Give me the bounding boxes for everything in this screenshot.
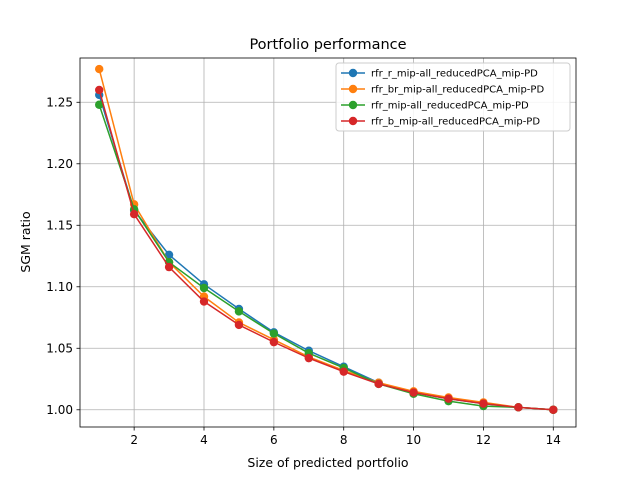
- data-point: [409, 388, 418, 397]
- y-tick-label: 1.15: [46, 219, 73, 233]
- data-point: [199, 283, 209, 293]
- legend-item: rfr_br_mip-all_reducedPCA_mip-PD: [341, 85, 544, 96]
- data-point: [95, 85, 104, 95]
- data-point: [269, 337, 279, 347]
- legend-item: rfr_mip-all_reducedPCA_mip-PD: [341, 101, 529, 112]
- series-layer: [95, 64, 558, 414]
- data-point: [234, 307, 244, 316]
- y-tick-label: 1.00: [46, 403, 73, 417]
- x-tick-label: 8: [340, 433, 348, 447]
- y-tick-label: 1.05: [46, 342, 73, 356]
- x-tick-label: 14: [546, 433, 561, 447]
- x-axis-ticks: 2 4 6 8 10 12 14: [130, 427, 561, 447]
- series-line: [98, 89, 554, 411]
- y-axis-label: SGM ratio: [18, 211, 33, 272]
- y-axis-ticks: 1.00 1.05 1.10 1.15 1.20 1.25: [46, 96, 80, 417]
- y-tick-label: 1.25: [46, 96, 73, 110]
- data-point: [164, 262, 174, 272]
- x-tick-label: 4: [200, 433, 208, 447]
- x-tick-label: 2: [130, 433, 138, 447]
- y-tick-label: 1.20: [46, 157, 73, 171]
- legend-label: rfr_br_mip-all_reducedPCA_mip-PD: [371, 85, 544, 96]
- data-point: [269, 329, 279, 338]
- x-axis-label: Size of predicted portfolio: [247, 455, 408, 470]
- legend-label: rfr_mip-all_reducedPCA_mip-PD: [371, 101, 529, 112]
- series-4: [95, 85, 558, 414]
- series-line: [98, 104, 554, 411]
- y-tick-label: 1.10: [46, 280, 73, 294]
- data-point: [514, 403, 523, 412]
- data-point: [479, 399, 488, 408]
- data-point: [199, 297, 209, 306]
- series-line: [98, 68, 554, 411]
- legend-box: [335, 62, 571, 132]
- x-tick-label: 10: [406, 433, 421, 447]
- legend-item: rfr_r_mip-all_reducedPCA_mip-PD: [341, 69, 538, 80]
- legend-marker: [348, 68, 358, 78]
- data-point: [129, 210, 139, 219]
- x-tick-label: 6: [270, 433, 278, 447]
- legend-marker: [348, 100, 358, 110]
- grid: [80, 58, 576, 427]
- data-point: [549, 405, 558, 414]
- data-point: [304, 353, 313, 363]
- chart-title: Portfolio performance: [249, 37, 406, 53]
- legend-label: rfr_b_mip-all_reducedPCA_mip-PD: [371, 117, 540, 128]
- legend-marker: [348, 116, 358, 126]
- data-point: [374, 379, 383, 389]
- data-point: [95, 100, 104, 109]
- data-point: [444, 394, 453, 403]
- plot-frame: [79, 57, 577, 428]
- legend: rfr_r_mip-all_reducedPCA_mip-PD rfr_br_mi…: [335, 62, 571, 132]
- data-point: [95, 64, 104, 74]
- legend-marker: [348, 84, 358, 94]
- legend-item: rfr_b_mip-all_reducedPCA_mip-PD: [341, 117, 540, 128]
- data-point: [234, 320, 244, 330]
- legend-label: rfr_r_mip-all_reducedPCA_mip-PD: [371, 69, 538, 80]
- data-point: [339, 367, 348, 376]
- x-tick-label: 12: [476, 433, 491, 447]
- data-point: [164, 250, 174, 259]
